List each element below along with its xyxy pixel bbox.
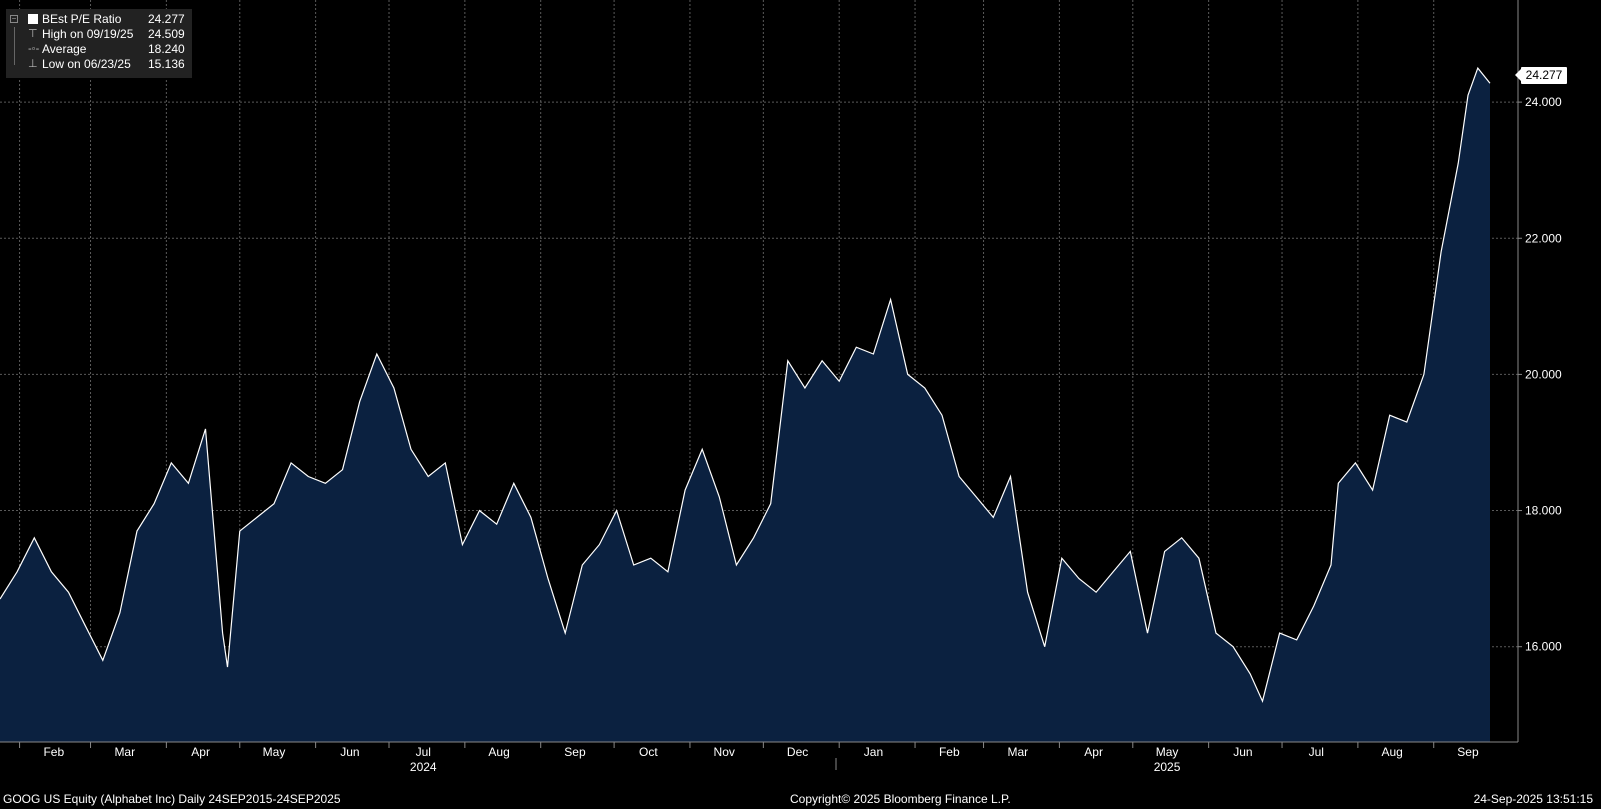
x-tick-label: Apr — [1084, 745, 1103, 759]
tree-line — [14, 42, 15, 57]
high-marker-icon: ⊤ — [28, 28, 38, 40]
x-tick-label: Apr — [191, 745, 210, 759]
footer-copyright: Copyright© 2025 Bloomberg Finance L.P. — [790, 792, 1011, 806]
legend-low-label: Low on 06/23/25 — [42, 57, 131, 71]
legend-series-label: BEst P/E Ratio — [42, 12, 122, 26]
legend-average-row: -◦- Average 18.240 — [6, 42, 192, 57]
tree-line — [14, 27, 15, 42]
x-tick-label: Sep — [564, 745, 586, 759]
collapse-icon[interactable]: − — [10, 14, 18, 23]
y-tick-label: 22.000 — [1525, 231, 1562, 245]
x-tick-label: Jul — [1309, 745, 1324, 759]
y-axis: 16.000 18.000 20.000 22.000 24.000 — [1517, 0, 1562, 742]
average-marker-icon: -◦- — [28, 43, 40, 55]
x-tick-label: Aug — [1381, 745, 1402, 759]
legend-average-value: 18.240 — [148, 42, 185, 56]
x-tick-label: Dec — [787, 745, 808, 759]
legend-average-label: Average — [42, 42, 87, 56]
pe-ratio-area — [0, 68, 1490, 743]
y-tick-label: 16.000 — [1525, 640, 1562, 654]
y-tick-label: 18.000 — [1525, 504, 1562, 518]
footer-security: GOOG US Equity (Alphabet Inc) Daily 24SE… — [3, 792, 341, 806]
x-tick-label: Aug — [488, 745, 509, 759]
x-year-label: 2025 — [1154, 760, 1181, 774]
x-tick-label: Feb — [939, 745, 960, 759]
y-tick-label: 20.000 — [1525, 367, 1562, 381]
x-tick-label: Feb — [43, 745, 64, 759]
pe-ratio-line — [0, 66, 1491, 704]
low-marker-icon: ⊥ — [28, 58, 38, 70]
legend-high-label: High on 09/19/25 — [42, 27, 134, 41]
tree-line — [14, 57, 15, 65]
x-tick-label: Sep — [1457, 745, 1479, 759]
x-tick-label: Jan — [864, 745, 883, 759]
y-tick-label: 24.000 — [1525, 95, 1562, 109]
x-tick-label: Jun — [340, 745, 359, 759]
footer-timestamp: 24-Sep-2025 13:51:15 — [1473, 792, 1593, 806]
x-tick-label: Jul — [416, 745, 431, 759]
legend-series-value: 24.277 — [148, 12, 185, 26]
x-year-label: 2024 — [410, 760, 437, 774]
x-axis: Feb Mar Apr May Jun Jul Aug Sep Oct Nov Dec Jan Feb M… — [0, 741, 1518, 774]
last-value-tag: 24.277 — [1515, 67, 1567, 84]
legend-high-row: ⊤ High on 09/19/25 24.509 — [6, 27, 192, 42]
legend-low-value: 15.136 — [148, 57, 185, 71]
x-tick-label: Oct — [639, 745, 658, 759]
x-tick-label: Mar — [1007, 745, 1028, 759]
series-color-swatch — [28, 14, 38, 24]
x-tick-label: Mar — [114, 745, 135, 759]
x-tick-label: May — [263, 745, 286, 759]
x-tick-label: Nov — [714, 745, 735, 759]
x-tick-label: May — [1156, 745, 1179, 759]
legend-low-row: ⊥ Low on 06/23/25 15.136 — [6, 57, 192, 72]
chart-legend: − BEst P/E Ratio 24.277 ⊤ High on 09/19/… — [6, 9, 192, 78]
legend-series-row[interactable]: − BEst P/E Ratio 24.277 — [6, 12, 192, 27]
x-tick-label: Jun — [1233, 745, 1252, 759]
legend-high-value: 24.509 — [148, 27, 185, 41]
